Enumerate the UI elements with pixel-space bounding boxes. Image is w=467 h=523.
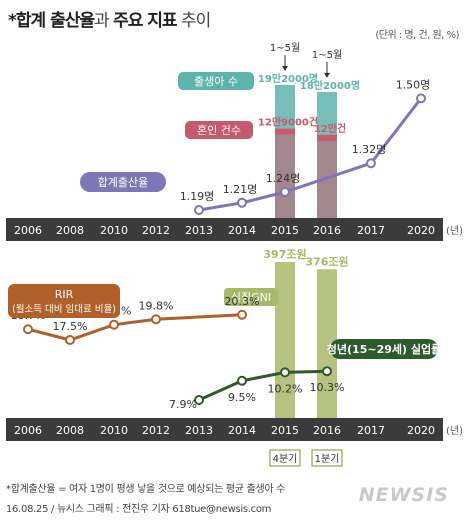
fertility-data-label: 1.21명 <box>223 183 258 196</box>
bottom-tick-label: 2020 <box>407 424 435 437</box>
youth-unemployment-data-label: 10.3% <box>310 381 345 394</box>
marriages-bar <box>275 128 295 218</box>
bottom-tick-label: 2006 <box>14 424 42 437</box>
bottom-tick-label: 2014 <box>228 424 256 437</box>
top-tick-label: 2017 <box>357 224 385 237</box>
top-tick-label: 2006 <box>14 224 42 237</box>
fertility-data-label: 1.24명 <box>266 172 301 185</box>
rir-point <box>23 324 33 335</box>
top-axis-suffix: (년) <box>446 225 463 237</box>
bottom-tick-label: 2008 <box>56 424 84 437</box>
top-tick-label: 2015 <box>271 224 299 237</box>
rir-data-label: 17.5% <box>53 320 88 333</box>
bottom-tick-label: 2016 <box>313 424 341 437</box>
youth-unemployment-data-label: 7.9% <box>169 398 197 411</box>
marriages-bar-cap <box>275 128 295 135</box>
gni-period-tag <box>269 449 301 467</box>
births-data-label: 18만2000명 <box>300 79 360 92</box>
gni-period-tag <box>311 449 343 467</box>
top-tick-label: 2013 <box>185 224 213 237</box>
top-tick-label: 2020 <box>407 224 435 237</box>
bottom-tick-label: 2010 <box>100 424 128 437</box>
rir-point <box>151 314 161 325</box>
marriages-data-label: 12만9000건 <box>258 116 318 129</box>
marriages-data-label: 12만건 <box>314 122 346 135</box>
bottom-tick-label: 2017 <box>357 424 385 437</box>
top-tick-label: 2010 <box>100 224 128 237</box>
fertility-data-label: 1.50명 <box>396 78 431 91</box>
youth-unemployment-line <box>198 369 328 402</box>
rir-data-label: 20.3% <box>225 295 260 308</box>
fertility-data-label: 1.32명 <box>352 143 387 156</box>
rir-data-label: 19.8% <box>139 299 174 312</box>
gni-legend-label: 실질GNI <box>231 291 271 304</box>
youth-unemployment-point <box>237 375 247 386</box>
youth-unemployment-data-label: 10.2% <box>268 382 303 395</box>
gni-period-label: 4분기 <box>273 453 298 465</box>
births-period-label: 1~5월 <box>312 49 342 61</box>
marriages-legend-label: 혼인 건수 <box>197 124 241 137</box>
unit-note: (단위 : 명, 건, 원, %) <box>375 30 459 41</box>
births-data-label: 19만2000명 <box>258 72 318 85</box>
bottom-axis-band <box>6 418 443 441</box>
fertility-point <box>416 93 426 104</box>
newsis-logo: NEWSIS <box>358 484 449 506</box>
births-period-label: 1~5월 <box>270 42 300 54</box>
page-title: *합계 출산율과 주요 지표 추이 <box>8 11 211 31</box>
youth-unemployment-point <box>194 395 204 405</box>
fertility-point <box>366 158 376 169</box>
rir-point <box>237 309 247 320</box>
gni-data-label: 397조원 <box>263 247 306 261</box>
youth-unemployment-legend-tag <box>330 339 438 359</box>
rir-legend-title: RIR <box>55 288 74 301</box>
credit: 16.08.25 / 뉴시스 그래픽 : 전진우 기자 618tue@newsi… <box>6 504 272 515</box>
bottom-axis-suffix: (년) <box>446 425 463 437</box>
fertility-point <box>280 187 290 197</box>
youth-unemployment-point <box>280 367 290 378</box>
gni-bar <box>317 269 337 423</box>
rir-legend-subtitle: (월소득 대비 임대료 비율) <box>12 303 116 315</box>
bottom-tick-label: 2012 <box>142 424 170 437</box>
marriages-legend-tag <box>185 121 253 139</box>
bottom-tick-label: 2013 <box>185 424 213 437</box>
gni-bar <box>275 262 295 423</box>
top-tick-label: 2014 <box>228 224 256 237</box>
bottom-tick-label: 2015 <box>271 424 299 437</box>
fertility-legend-label: 합계출산율 <box>98 176 149 189</box>
top-tick-label: 2016 <box>313 224 341 237</box>
gni-data-label: 376조원 <box>305 254 348 268</box>
rir-point <box>109 319 119 330</box>
youth-unemployment-legend-label: 청년(15~29세) 실업률 <box>327 342 441 356</box>
top-tick-label: 2008 <box>56 224 84 237</box>
footnote: *합계출산율 = 여자 1명이 평생 낳을 것으로 예상되는 평균 출생아 수 <box>6 484 286 495</box>
fertility-legend-tag <box>80 172 166 192</box>
births-legend-tag <box>178 72 254 90</box>
period-arrow-head <box>324 72 330 78</box>
period-arrow-head <box>282 66 288 71</box>
youth-unemployment-point <box>322 366 332 377</box>
marriages-bar-cap <box>317 134 337 141</box>
births-legend-label: 출생아 수 <box>194 75 238 88</box>
gni-legend-tag <box>224 288 278 306</box>
rir-legend-tag <box>8 284 120 318</box>
rir-point <box>65 335 75 345</box>
gni-period-label: 1분기 <box>315 453 340 465</box>
youth-unemployment-data-label: 9.5% <box>228 391 256 404</box>
fertility-point <box>194 205 204 215</box>
top-tick-label: 2012 <box>142 224 170 237</box>
top-axis-band <box>6 218 443 241</box>
fertility-data-label: 1.19명 <box>180 190 215 203</box>
fertility-point <box>237 197 247 208</box>
